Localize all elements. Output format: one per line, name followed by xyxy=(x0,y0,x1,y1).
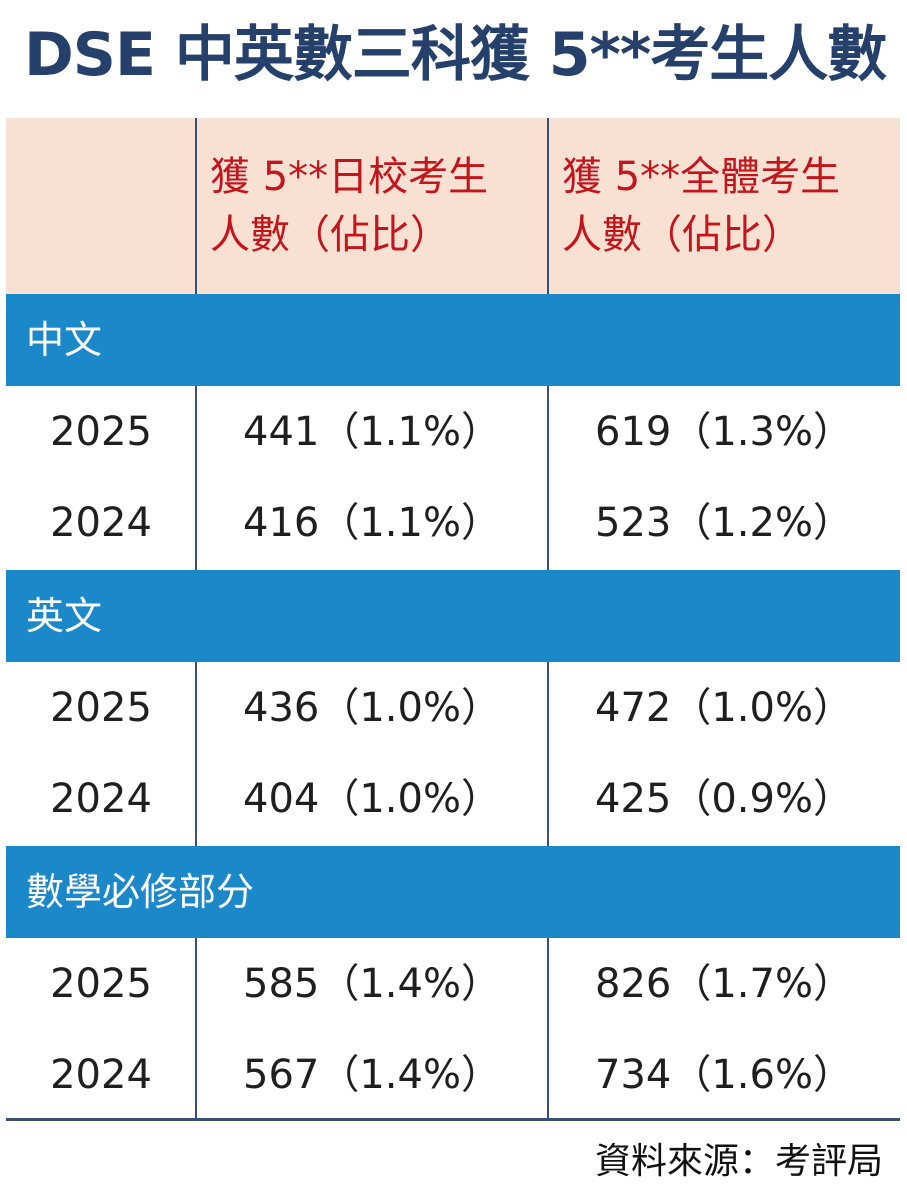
column-divider xyxy=(195,662,197,846)
section-label: 英文 xyxy=(26,594,103,638)
section-label: 數學必修部分 xyxy=(26,870,255,914)
year-cell: 2024 xyxy=(50,500,152,546)
section-label: 中文 xyxy=(26,318,103,362)
column-divider xyxy=(195,938,197,1118)
day-school-cell: 436（1.0%） xyxy=(243,685,501,731)
year-cell: 2024 xyxy=(50,1052,152,1098)
column-divider xyxy=(195,386,197,570)
column-header-school-line2: 人數（佔比） xyxy=(210,212,450,258)
day-school-cell: 416（1.1%） xyxy=(243,500,501,546)
year-cell: 2025 xyxy=(50,685,152,731)
section-band-maths: 數學必修部分 xyxy=(6,846,900,938)
column-divider xyxy=(547,118,549,294)
year-cell: 2024 xyxy=(50,776,152,822)
day-school-cell: 404（1.0%） xyxy=(243,776,501,822)
all-candidates-cell: 425（0.9%） xyxy=(595,776,853,822)
table-header xyxy=(6,118,900,294)
all-candidates-cell: 619（1.3%） xyxy=(595,409,853,455)
all-candidates-cell: 523（1.2%） xyxy=(595,500,853,546)
year-cell: 2025 xyxy=(50,409,152,455)
all-candidates-cell: 734（1.6%） xyxy=(595,1052,853,1098)
section-band-english: 英文 xyxy=(6,570,900,662)
all-candidates-cell: 826（1.7%） xyxy=(595,961,853,1007)
column-divider xyxy=(547,938,549,1118)
column-header-all: 獲 5**全體考生 人數（佔比） xyxy=(562,118,892,294)
column-header-school-line1: 獲 5**日校考生 xyxy=(210,154,489,200)
column-divider xyxy=(547,662,549,846)
column-divider xyxy=(195,118,197,294)
page-title: DSE 中英數三科獲 5**考生人數 xyxy=(24,20,887,90)
column-header-school: 獲 5**日校考生 人數（佔比） xyxy=(210,118,540,294)
day-school-cell: 567（1.4%） xyxy=(243,1052,501,1098)
all-candidates-cell: 472（1.0%） xyxy=(595,685,853,731)
day-school-cell: 441（1.1%） xyxy=(243,409,501,455)
column-header-all-line1: 獲 5**全體考生 xyxy=(562,154,841,200)
section-band-chinese: 中文 xyxy=(6,294,900,386)
column-header-all-line2: 人數（佔比） xyxy=(562,212,802,258)
source-note: 資料來源：考評局 xyxy=(594,1141,883,1182)
column-divider xyxy=(547,386,549,570)
year-cell: 2025 xyxy=(50,961,152,1007)
table-bottom-rule xyxy=(6,1118,900,1121)
day-school-cell: 585（1.4%） xyxy=(243,961,501,1007)
